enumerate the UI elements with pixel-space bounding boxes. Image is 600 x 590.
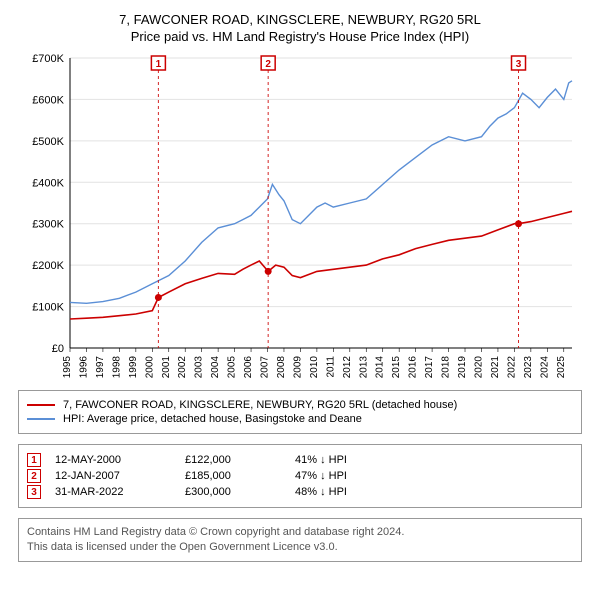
legend-box: 7, FAWCONER ROAD, KINGSCLERE, NEWBURY, R… [18, 390, 582, 434]
svg-text:2002: 2002 [177, 356, 188, 379]
legend-swatch [27, 404, 55, 406]
svg-text:£500K: £500K [32, 136, 64, 148]
transactions-box: 1 12-MAY-2000£122,00041% ↓ HPI 2 12-JAN-200… [18, 444, 582, 508]
transaction-marker: 2 [27, 469, 41, 483]
transaction-diff: 41% ↓ HPI [295, 454, 347, 466]
legend-swatch [27, 418, 55, 420]
svg-text:£0: £0 [52, 343, 64, 355]
page-title: 7, FAWCONER ROAD, KINGSCLERE, NEWBURY, R… [18, 12, 582, 27]
credits-box: Contains HM Land Registry data © Crown c… [18, 518, 582, 562]
transaction-row: 2 12-JAN-2007£185,00047% ↓ HPI [27, 469, 573, 483]
svg-text:£100K: £100K [32, 302, 64, 314]
svg-text:2024: 2024 [539, 356, 550, 379]
transaction-price: £122,000 [185, 454, 295, 466]
svg-text:2004: 2004 [210, 356, 221, 379]
svg-text:2007: 2007 [260, 356, 271, 379]
svg-text:2020: 2020 [473, 356, 484, 379]
svg-text:2003: 2003 [194, 356, 205, 379]
price-chart: £0 £100K £200K £300K £400K £500K £600K £700K 199… [18, 50, 578, 380]
transaction-date: 12-JAN-2007 [55, 470, 185, 482]
transaction-diff: 48% ↓ HPI [295, 486, 347, 498]
transaction-row: 3 31-MAR-2022£300,00048% ↓ HPI [27, 485, 573, 499]
svg-text:2017: 2017 [424, 356, 435, 379]
svg-text:2019: 2019 [457, 356, 468, 379]
svg-text:1995: 1995 [62, 356, 73, 379]
svg-text:2014: 2014 [375, 356, 386, 379]
svg-text:2021: 2021 [490, 356, 501, 379]
svg-text:£700K: £700K [32, 53, 64, 65]
svg-text:2005: 2005 [227, 356, 238, 379]
svg-text:2018: 2018 [441, 356, 452, 379]
svg-text:2000: 2000 [144, 356, 155, 379]
svg-text:3: 3 [516, 59, 522, 70]
svg-text:2015: 2015 [391, 356, 402, 379]
transaction-diff: 47% ↓ HPI [295, 470, 347, 482]
svg-text:2010: 2010 [309, 356, 320, 379]
transaction-price: £300,000 [185, 486, 295, 498]
svg-text:1999: 1999 [128, 356, 139, 379]
svg-text:2009: 2009 [292, 356, 303, 379]
svg-text:2: 2 [265, 59, 271, 70]
legend-row: HPI: Average price, detached house, Basi… [27, 413, 573, 425]
transaction-date: 12-MAY-2000 [55, 454, 185, 466]
svg-text:2001: 2001 [161, 356, 172, 379]
legend-label: HPI: Average price, detached house, Basi… [63, 413, 362, 425]
svg-text:1996: 1996 [78, 356, 89, 379]
svg-text:£300K: £300K [32, 219, 64, 231]
chart-container: £0 £100K £200K £300K £400K £500K £600K £700K 199… [18, 50, 582, 380]
svg-text:2022: 2022 [506, 356, 517, 379]
svg-text:1: 1 [156, 59, 162, 70]
svg-text:1997: 1997 [95, 356, 106, 379]
legend-label: 7, FAWCONER ROAD, KINGSCLERE, NEWBURY, R… [63, 399, 457, 411]
transaction-marker: 3 [27, 485, 41, 499]
svg-text:2011: 2011 [325, 356, 336, 378]
transaction-date: 31-MAR-2022 [55, 486, 185, 498]
svg-text:£200K: £200K [32, 260, 64, 272]
svg-text:2012: 2012 [342, 356, 353, 379]
legend-row: 7, FAWCONER ROAD, KINGSCLERE, NEWBURY, R… [27, 399, 573, 411]
transaction-marker: 1 [27, 453, 41, 467]
page-subtitle: Price paid vs. HM Land Registry's House … [18, 29, 582, 44]
svg-text:2016: 2016 [408, 356, 419, 379]
svg-text:£400K: £400K [32, 177, 64, 189]
svg-text:2008: 2008 [276, 356, 287, 379]
svg-text:£600K: £600K [32, 94, 64, 106]
transaction-price: £185,000 [185, 470, 295, 482]
transaction-row: 1 12-MAY-2000£122,00041% ↓ HPI [27, 453, 573, 467]
credits-line-1: Contains HM Land Registry data © Crown c… [27, 525, 573, 540]
credits-line-2: This data is licensed under the Open Gov… [27, 540, 573, 555]
svg-text:2013: 2013 [358, 356, 369, 379]
svg-text:2025: 2025 [556, 356, 567, 379]
svg-text:2006: 2006 [243, 356, 254, 379]
svg-text:1998: 1998 [111, 356, 122, 379]
svg-text:2023: 2023 [523, 356, 534, 379]
